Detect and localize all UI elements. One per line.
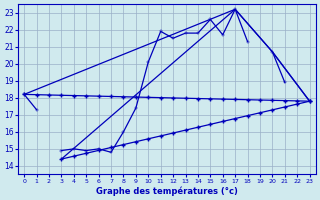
X-axis label: Graphe des températures (°c): Graphe des températures (°c)	[96, 186, 238, 196]
